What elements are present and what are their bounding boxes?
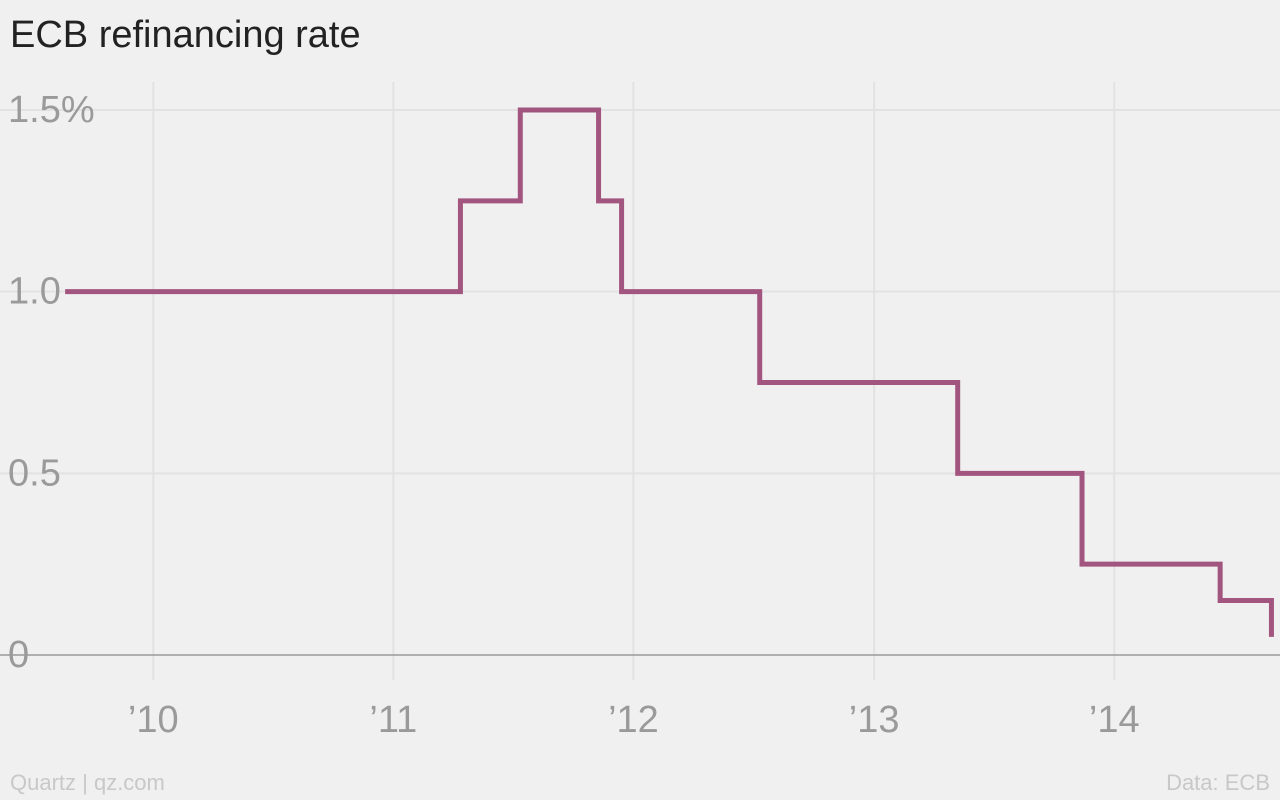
x-tick-labels: ’10 ’11 ’12 ’13 ’14 <box>128 699 1140 741</box>
y-tick-label: 1.0 <box>8 271 61 313</box>
x-tick-label: ’13 <box>849 699 900 741</box>
x-tick-label: ’10 <box>128 699 179 741</box>
y-tick-label: 0.5 <box>8 452 61 494</box>
source-credit: Quartz | qz.com <box>10 770 165 795</box>
series-group <box>65 107 1274 637</box>
y-tick-label: 0 <box>8 634 29 676</box>
chart-title: ECB refinancing rate <box>10 14 361 56</box>
series-line <box>65 107 1274 637</box>
y-tick-label: 1.5% <box>8 89 95 131</box>
y-tick-labels: 0 0.5 1.0 1.5% <box>8 89 95 676</box>
x-tick-label: ’11 <box>369 699 417 741</box>
x-tick-label: ’12 <box>608 699 659 741</box>
data-source: Data: ECB <box>1166 770 1270 795</box>
gridlines <box>0 82 1280 680</box>
x-tick-label: ’14 <box>1089 699 1140 741</box>
